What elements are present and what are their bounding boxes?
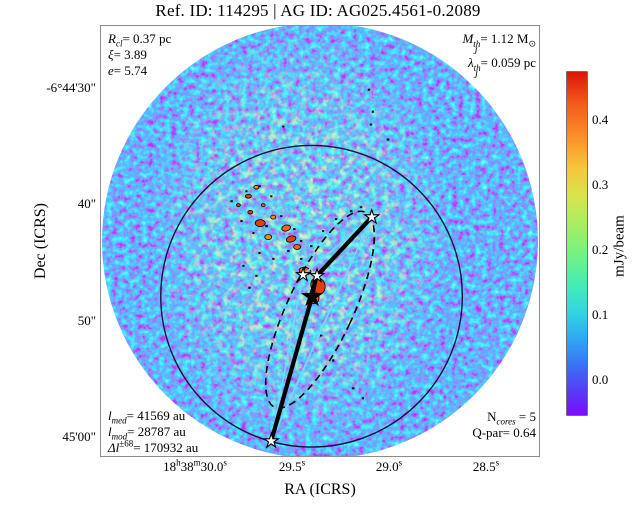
stat-xi: ξ= 3.89: [108, 47, 147, 62]
colorbar-tick-label: 0.3: [592, 177, 609, 192]
stats-bottom-right: Ncores = 5 Q-par= 0.64: [472, 409, 536, 441]
stat-lmod: lmod= 28787 au: [108, 424, 186, 442]
stat-lmed: lmed= 41569 au: [108, 408, 186, 426]
page-title: Ref. ID: 114295 | AG ID: AG025.4561-0.20…: [155, 1, 481, 20]
colorbar: [567, 72, 587, 415]
cluster-circle: [160, 144, 464, 448]
dispersion-ellipse: [264, 210, 376, 409]
mst-edges-black: [269, 215, 374, 442]
y-axis-label: Dec (ICRS): [32, 203, 49, 279]
sky-map: [102, 26, 538, 456]
stat-e: e= 5.74: [108, 63, 148, 78]
colorbar-tick-label: 0.1: [592, 307, 609, 322]
stat-qpar: Q-par= 0.64: [472, 425, 536, 440]
x-tick-label: 29.5s: [278, 457, 306, 474]
colorbar-tick-label: 0.4: [592, 112, 609, 127]
stat-dl68: Δl±68= 170932 au: [108, 438, 199, 455]
stat-ncores: Ncores = 5: [487, 409, 536, 427]
colorbar-label: mJy/beam: [611, 215, 628, 277]
x-tick-label: 18h38m30.0s: [163, 457, 227, 474]
stat-jeans-length: λ th J = 0.059 pc: [467, 55, 536, 80]
colorbar-tick-label: 0.0: [592, 372, 609, 387]
y-tick-label: 50": [77, 313, 96, 328]
plot-area: [100, 25, 540, 457]
stat-rcl: Rcl= 0.37 pc: [108, 31, 172, 49]
y-tick-label: -6°44'30": [46, 80, 96, 95]
stats-bottom-left: lmed= 41569 au lmod= 28787 au Δl±68= 170…: [108, 408, 198, 456]
noise-field-bright-band: [102, 26, 538, 456]
y-tick-label: 40": [77, 196, 96, 211]
colorbar-tick-label: 0.2: [592, 242, 609, 257]
stats-top-left: Rcl= 0.37 pc ξ= 3.89 e= 5.74: [108, 31, 171, 79]
x-tick-label: 28.5s: [472, 457, 500, 474]
x-axis-label: RA (ICRS): [284, 481, 356, 498]
y-tick-label: 45'00": [62, 429, 96, 444]
x-tick-label: 29.0s: [375, 457, 403, 474]
